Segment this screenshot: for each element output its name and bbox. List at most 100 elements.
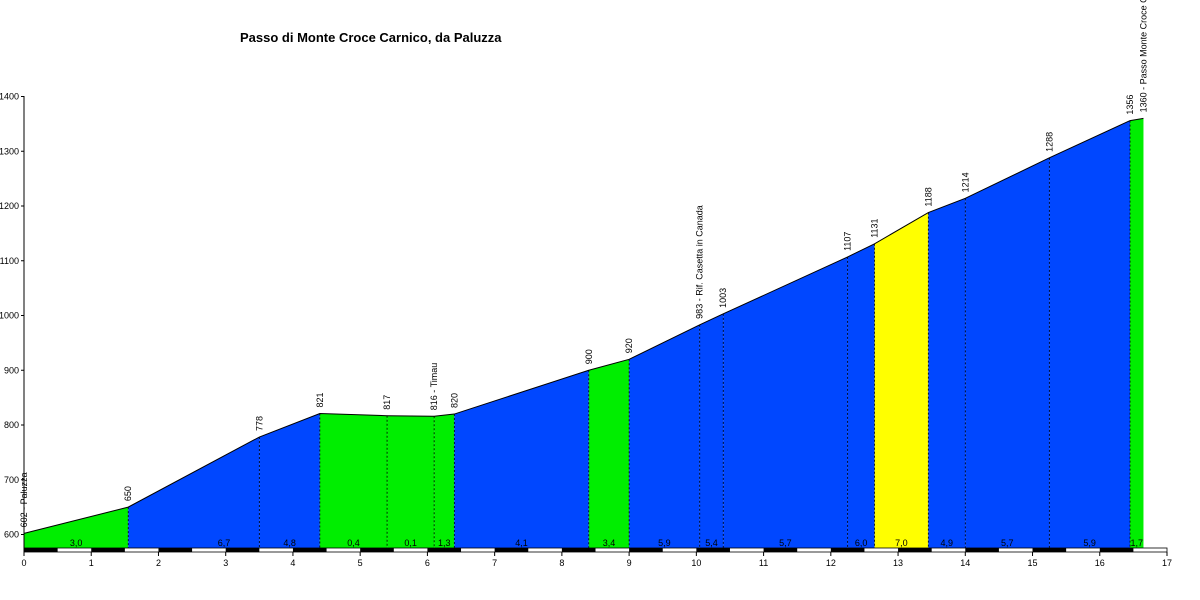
- distance-bar-block: [494, 548, 529, 552]
- x-tick-label: 7: [492, 558, 497, 568]
- distance-bar-block: [427, 548, 462, 552]
- elevation-label: 1003: [718, 288, 728, 308]
- y-tick-label: 800: [4, 420, 19, 430]
- distance-bar: [23, 547, 1168, 553]
- segment-gradient-label: 5,9: [658, 538, 671, 548]
- x-tick-label: 16: [1095, 558, 1105, 568]
- x-tick-label: 5: [358, 558, 363, 568]
- x-tick-label: 12: [826, 558, 836, 568]
- segment-gradient-label: 5,7: [779, 538, 792, 548]
- segment-gradient-label: 4,9: [941, 538, 954, 548]
- y-tick-label: 900: [4, 365, 19, 375]
- distance-bar-block: [292, 548, 327, 552]
- distance-bar-block: [629, 548, 663, 552]
- x-tick-label: 11: [759, 558, 768, 568]
- profile-area: [874, 212, 929, 548]
- distance-bar-block: [91, 548, 125, 552]
- x-tick-label: 8: [559, 558, 564, 568]
- segment-gradient-label: 3,0: [70, 538, 83, 548]
- elevation-labels: 602 - Paluzza 650 778 821 817 816 - Timau 820 9…: [19, 0, 1148, 527]
- segment-gradient-label: 6,0: [855, 538, 868, 548]
- x-tick-label: 0: [21, 558, 26, 568]
- y-tick-label: 1200: [0, 201, 19, 211]
- elevation-label: 820: [449, 393, 459, 408]
- y-tick-label: 1000: [0, 311, 19, 321]
- elevation-label: 817: [382, 395, 392, 410]
- elevation-label: 1356: [1125, 95, 1135, 115]
- distance-bar-block: [830, 548, 865, 552]
- profile-area: [928, 198, 966, 548]
- profile-area: [699, 313, 724, 548]
- y-tick-label: 1400: [0, 92, 19, 102]
- elevation-label: 900: [584, 349, 594, 364]
- distance-bar-block: [1032, 548, 1067, 552]
- elevation-label: 602 - Paluzza: [19, 472, 29, 527]
- profile-area: [588, 359, 630, 548]
- elevation-label: 650: [123, 486, 133, 501]
- segment-dividers: [127, 120, 1131, 548]
- segment-gradient-label: 0,4: [347, 538, 360, 548]
- y-tick-label: 600: [4, 530, 19, 540]
- elevation-label: 983 - Rif. Casetta in Canada: [695, 205, 705, 319]
- elevation-label: 821: [315, 392, 325, 407]
- y-tick-label: 700: [4, 475, 19, 485]
- chart-title: Passo di Monte Croce Carnico, da Paluzza: [240, 30, 502, 45]
- distance-bar-block: [1099, 548, 1134, 552]
- segment-gradient-label: 6,7: [218, 538, 231, 548]
- segment-gradient-label: 1,7: [1130, 538, 1143, 548]
- segment-gradient-label: 4,1: [515, 538, 528, 548]
- y-tick-label: 1300: [0, 146, 19, 156]
- elevation-label: 1107: [843, 232, 853, 251]
- segment-gradient-label: 4,8: [283, 538, 296, 548]
- elevation-label: 1188: [923, 187, 933, 206]
- profile-area: [965, 157, 1050, 548]
- segment-gradient-label: 5,7: [1001, 538, 1014, 548]
- profile-area: [1130, 118, 1144, 549]
- profile-area: [434, 414, 455, 548]
- profile-area: [259, 413, 320, 548]
- profile-line: [23, 117, 1144, 534]
- segment-gradient-label: 7,0: [895, 538, 908, 548]
- distance-bar-block: [360, 548, 394, 552]
- x-tick-label: 9: [627, 558, 632, 568]
- x-tick-label: 17: [1162, 558, 1172, 568]
- profile-area: [1049, 120, 1131, 548]
- segment-gradient-label: 1,3: [438, 538, 451, 548]
- elevation-label: 778: [254, 416, 264, 431]
- elevation-label: 1131: [870, 218, 880, 237]
- profile-area: [454, 370, 589, 548]
- x-tick-label: 3: [223, 558, 228, 568]
- x-tick-label: 13: [893, 558, 903, 568]
- segment-gradient-label: 5,9: [1083, 538, 1096, 548]
- y-tick-label: 1100: [0, 256, 19, 266]
- distance-bar-block: [696, 548, 730, 552]
- profile-area: [128, 437, 260, 548]
- x-tick-label: 15: [1028, 558, 1038, 568]
- x-tick-label: 2: [156, 558, 161, 568]
- elevation-label: 1360 - Passo Monte Croce Ca: [1138, 0, 1148, 112]
- profile-area: [387, 415, 435, 548]
- elevation-label: 920: [624, 338, 634, 353]
- segment-gradient-labels: 3,0 6,7 4,8 0,4 0,1 1,3 4,1 3,4 5,9 5,4 5,7 6,0 7,0 4…: [70, 538, 1143, 548]
- distance-bar-block: [965, 548, 999, 552]
- distance-bar-block: [158, 548, 193, 552]
- distance-bar-block: [225, 548, 260, 552]
- segment-gradient-label: 5,4: [705, 538, 718, 548]
- profile-area: [847, 243, 875, 548]
- distance-bar-block: [898, 548, 932, 552]
- profile-areas: [23, 117, 1144, 549]
- distance-bar-block: [561, 548, 596, 552]
- x-tick-label: 1: [89, 558, 94, 568]
- segment-gradient-label: 3,4: [603, 538, 616, 548]
- elevation-label: 816 - Timau: [429, 363, 439, 411]
- profile-area: [319, 413, 388, 548]
- profile-area: [723, 256, 848, 548]
- distance-bar-block: [763, 548, 798, 552]
- x-tick-label: 10: [691, 558, 701, 568]
- elevation-label: 1288: [1044, 132, 1054, 152]
- x-tick-label: 4: [290, 558, 295, 568]
- elevation-label: 1214: [960, 172, 970, 192]
- profile-area: [24, 507, 129, 548]
